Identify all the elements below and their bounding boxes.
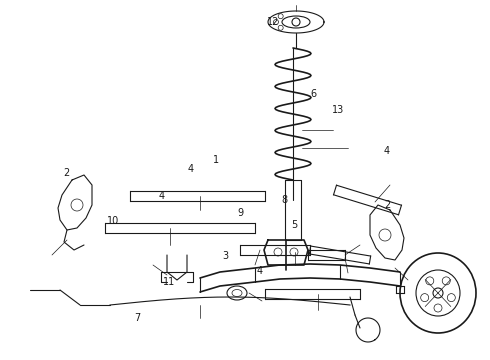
Text: 6: 6	[311, 89, 317, 99]
Text: 13: 13	[332, 105, 344, 115]
Text: 5: 5	[291, 220, 297, 230]
Text: 8: 8	[281, 195, 287, 205]
Text: 10: 10	[107, 216, 119, 226]
Text: 7: 7	[134, 312, 140, 323]
Text: 4: 4	[384, 146, 390, 156]
Text: 4: 4	[257, 266, 263, 276]
Text: 4: 4	[188, 164, 194, 174]
Text: 2: 2	[384, 200, 390, 210]
Text: 1: 1	[213, 155, 219, 165]
Text: 2: 2	[63, 168, 69, 178]
Text: 9: 9	[237, 208, 243, 218]
Text: 3: 3	[222, 251, 228, 261]
Text: 12: 12	[267, 17, 280, 27]
Text: 4: 4	[159, 191, 165, 201]
Text: 11: 11	[163, 276, 175, 287]
